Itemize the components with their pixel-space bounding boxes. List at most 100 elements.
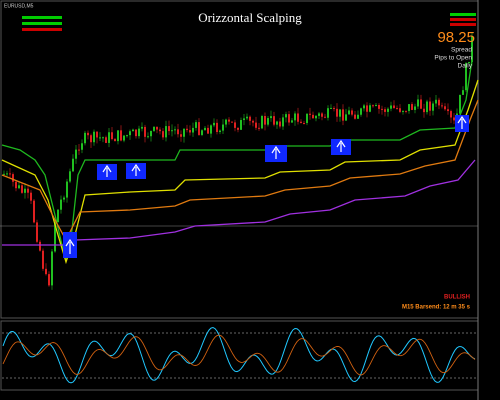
candle-body [285, 114, 287, 118]
candle-body [48, 274, 50, 286]
candle-body [108, 132, 110, 143]
candle-body [99, 137, 101, 139]
candle-body [33, 200, 35, 223]
candle-body [192, 127, 194, 133]
candle-body [399, 108, 401, 112]
candle-body [273, 116, 275, 125]
candle-body [441, 105, 443, 107]
candle-body [312, 114, 314, 119]
candle-body [270, 116, 272, 119]
candle-body [231, 121, 233, 123]
candle-body [153, 126, 155, 131]
candle-body [315, 115, 317, 119]
band-line-purple [2, 159, 476, 246]
candle-body [345, 114, 347, 121]
candle-body [282, 117, 284, 127]
candle-body [147, 136, 149, 138]
chart-title: Orizzontal Scalping [198, 10, 302, 25]
candle-body [249, 116, 251, 121]
candle-body [330, 107, 332, 109]
candle-body [372, 105, 374, 107]
candle-body [342, 109, 344, 121]
candle-body [201, 130, 203, 135]
candle-body [180, 134, 182, 137]
candle-body [195, 122, 197, 128]
candle-body [120, 130, 122, 141]
candle-body [78, 149, 80, 151]
candle-body [237, 127, 239, 130]
candle-body [369, 105, 371, 112]
up-arrow [102, 164, 112, 177]
candle-body [21, 185, 23, 193]
candle-body [378, 104, 380, 109]
info-label: Spread [451, 47, 472, 54]
candle-body [126, 135, 128, 137]
candle-body [105, 137, 107, 143]
candle-body [300, 121, 302, 123]
candle-body [411, 104, 413, 110]
candle-body [462, 90, 464, 95]
candle-body [402, 110, 404, 112]
band-line-orange [1, 99, 479, 242]
candle-body [129, 131, 131, 136]
candle-body [36, 222, 38, 242]
candle-body [123, 135, 125, 141]
candle-body [414, 106, 416, 110]
candle-body [390, 105, 392, 109]
candle-body [393, 105, 395, 109]
candle-body [207, 127, 209, 134]
candle-body [159, 129, 161, 132]
candle-body [264, 116, 266, 125]
bar-timer: M15 Barsend: 12 m 35 s [402, 305, 471, 311]
candle-body [324, 116, 326, 118]
candle-body [360, 108, 362, 115]
candle-body [405, 110, 407, 112]
candle-body [279, 121, 281, 127]
candle-body [156, 126, 158, 130]
candle-body [309, 113, 311, 115]
candle-body [435, 99, 437, 104]
candle-body [258, 127, 260, 129]
candle-body [432, 103, 434, 111]
up-arrow [457, 115, 467, 129]
candle-body [42, 250, 44, 269]
candle-body [354, 114, 356, 119]
strength-bar [22, 16, 62, 19]
candle-body [219, 130, 221, 133]
candle-body [66, 181, 68, 198]
candle-body [453, 117, 455, 121]
candle-body [336, 108, 338, 117]
candle-body [171, 130, 173, 132]
strength-bar [22, 28, 62, 31]
candle-body [396, 108, 398, 110]
candle-body [387, 108, 389, 112]
candle-body [51, 251, 53, 286]
candle-body [204, 127, 206, 131]
candle-body [261, 116, 263, 129]
candle-body [450, 111, 452, 118]
candle-body [306, 113, 308, 124]
status-cell [450, 13, 476, 16]
candle-body [471, 36, 473, 62]
candle-body [18, 185, 20, 189]
candle-body [45, 268, 47, 275]
candle-body [69, 171, 71, 182]
candle-body [72, 158, 74, 172]
up-arrow [131, 163, 141, 176]
candle-body [132, 129, 134, 132]
candle-body [321, 113, 323, 117]
up-arrow [336, 139, 346, 152]
candle-body [438, 99, 440, 106]
candle-body [276, 121, 278, 125]
candle-body [84, 132, 86, 144]
candle-body [375, 104, 377, 106]
candle-body [168, 126, 170, 132]
strength-panel [22, 16, 62, 31]
candle-body [186, 128, 188, 131]
spread-value: 98.25 [437, 29, 475, 46]
candle-body [39, 241, 41, 251]
info-label: Daily [458, 63, 473, 70]
candle-body [27, 188, 29, 193]
candle-body [423, 108, 425, 113]
